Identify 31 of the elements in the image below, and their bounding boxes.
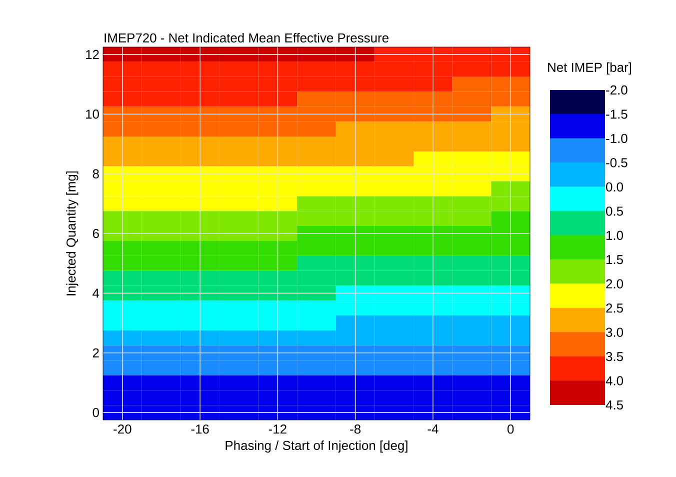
color-bar-label: -0.5 (606, 158, 628, 168)
color-bar-label: 1.0 (606, 230, 624, 240)
x-tick-label: -8 (350, 424, 361, 434)
color-bar-label: 1.5 (606, 255, 623, 264)
x-axis-title: Phasing / Start of Injection [deg] (226, 440, 408, 453)
color-bar-label: 0.5 (606, 206, 623, 216)
color-bar-label: -1.0 (606, 134, 628, 144)
color-bar-label: 2.0 (606, 279, 624, 288)
y-axis-title: Injected Quantity [mg] (66, 171, 78, 296)
x-tick-label: -20 (114, 424, 132, 434)
y-tick-label: 12 (86, 50, 99, 59)
y-tick-label: 8 (92, 169, 99, 178)
color-bar-label: 2.5 (606, 303, 623, 313)
x-tick-label: 0 (507, 424, 514, 434)
x-tick-label: -12 (268, 424, 286, 434)
color-bar-title: Net IMEP [bar] (548, 62, 632, 75)
chart-title: IMEP720 - Net Indicated Mean Effective Pressure (104, 32, 388, 42)
color-bar-label: 4.0 (606, 376, 624, 386)
y-tick-label: 0 (92, 408, 99, 418)
color-bar-label: 3.0 (606, 328, 624, 337)
x-tick-label: -16 (191, 424, 209, 434)
y-tick-label: 2 (92, 348, 99, 358)
y-tick-label: 4 (92, 288, 100, 298)
color-bar-label: 0.0 (606, 182, 624, 192)
color-bar-label: 4.5 (606, 400, 623, 410)
color-bar-label: -2.0 (606, 85, 628, 95)
color-bar-label: -1.5 (606, 110, 628, 119)
y-tick-label: 6 (92, 228, 99, 238)
x-tick-label: -4 (428, 424, 438, 434)
color-bar-label: 3.5 (606, 352, 623, 362)
y-tick-label: 10 (86, 110, 99, 119)
